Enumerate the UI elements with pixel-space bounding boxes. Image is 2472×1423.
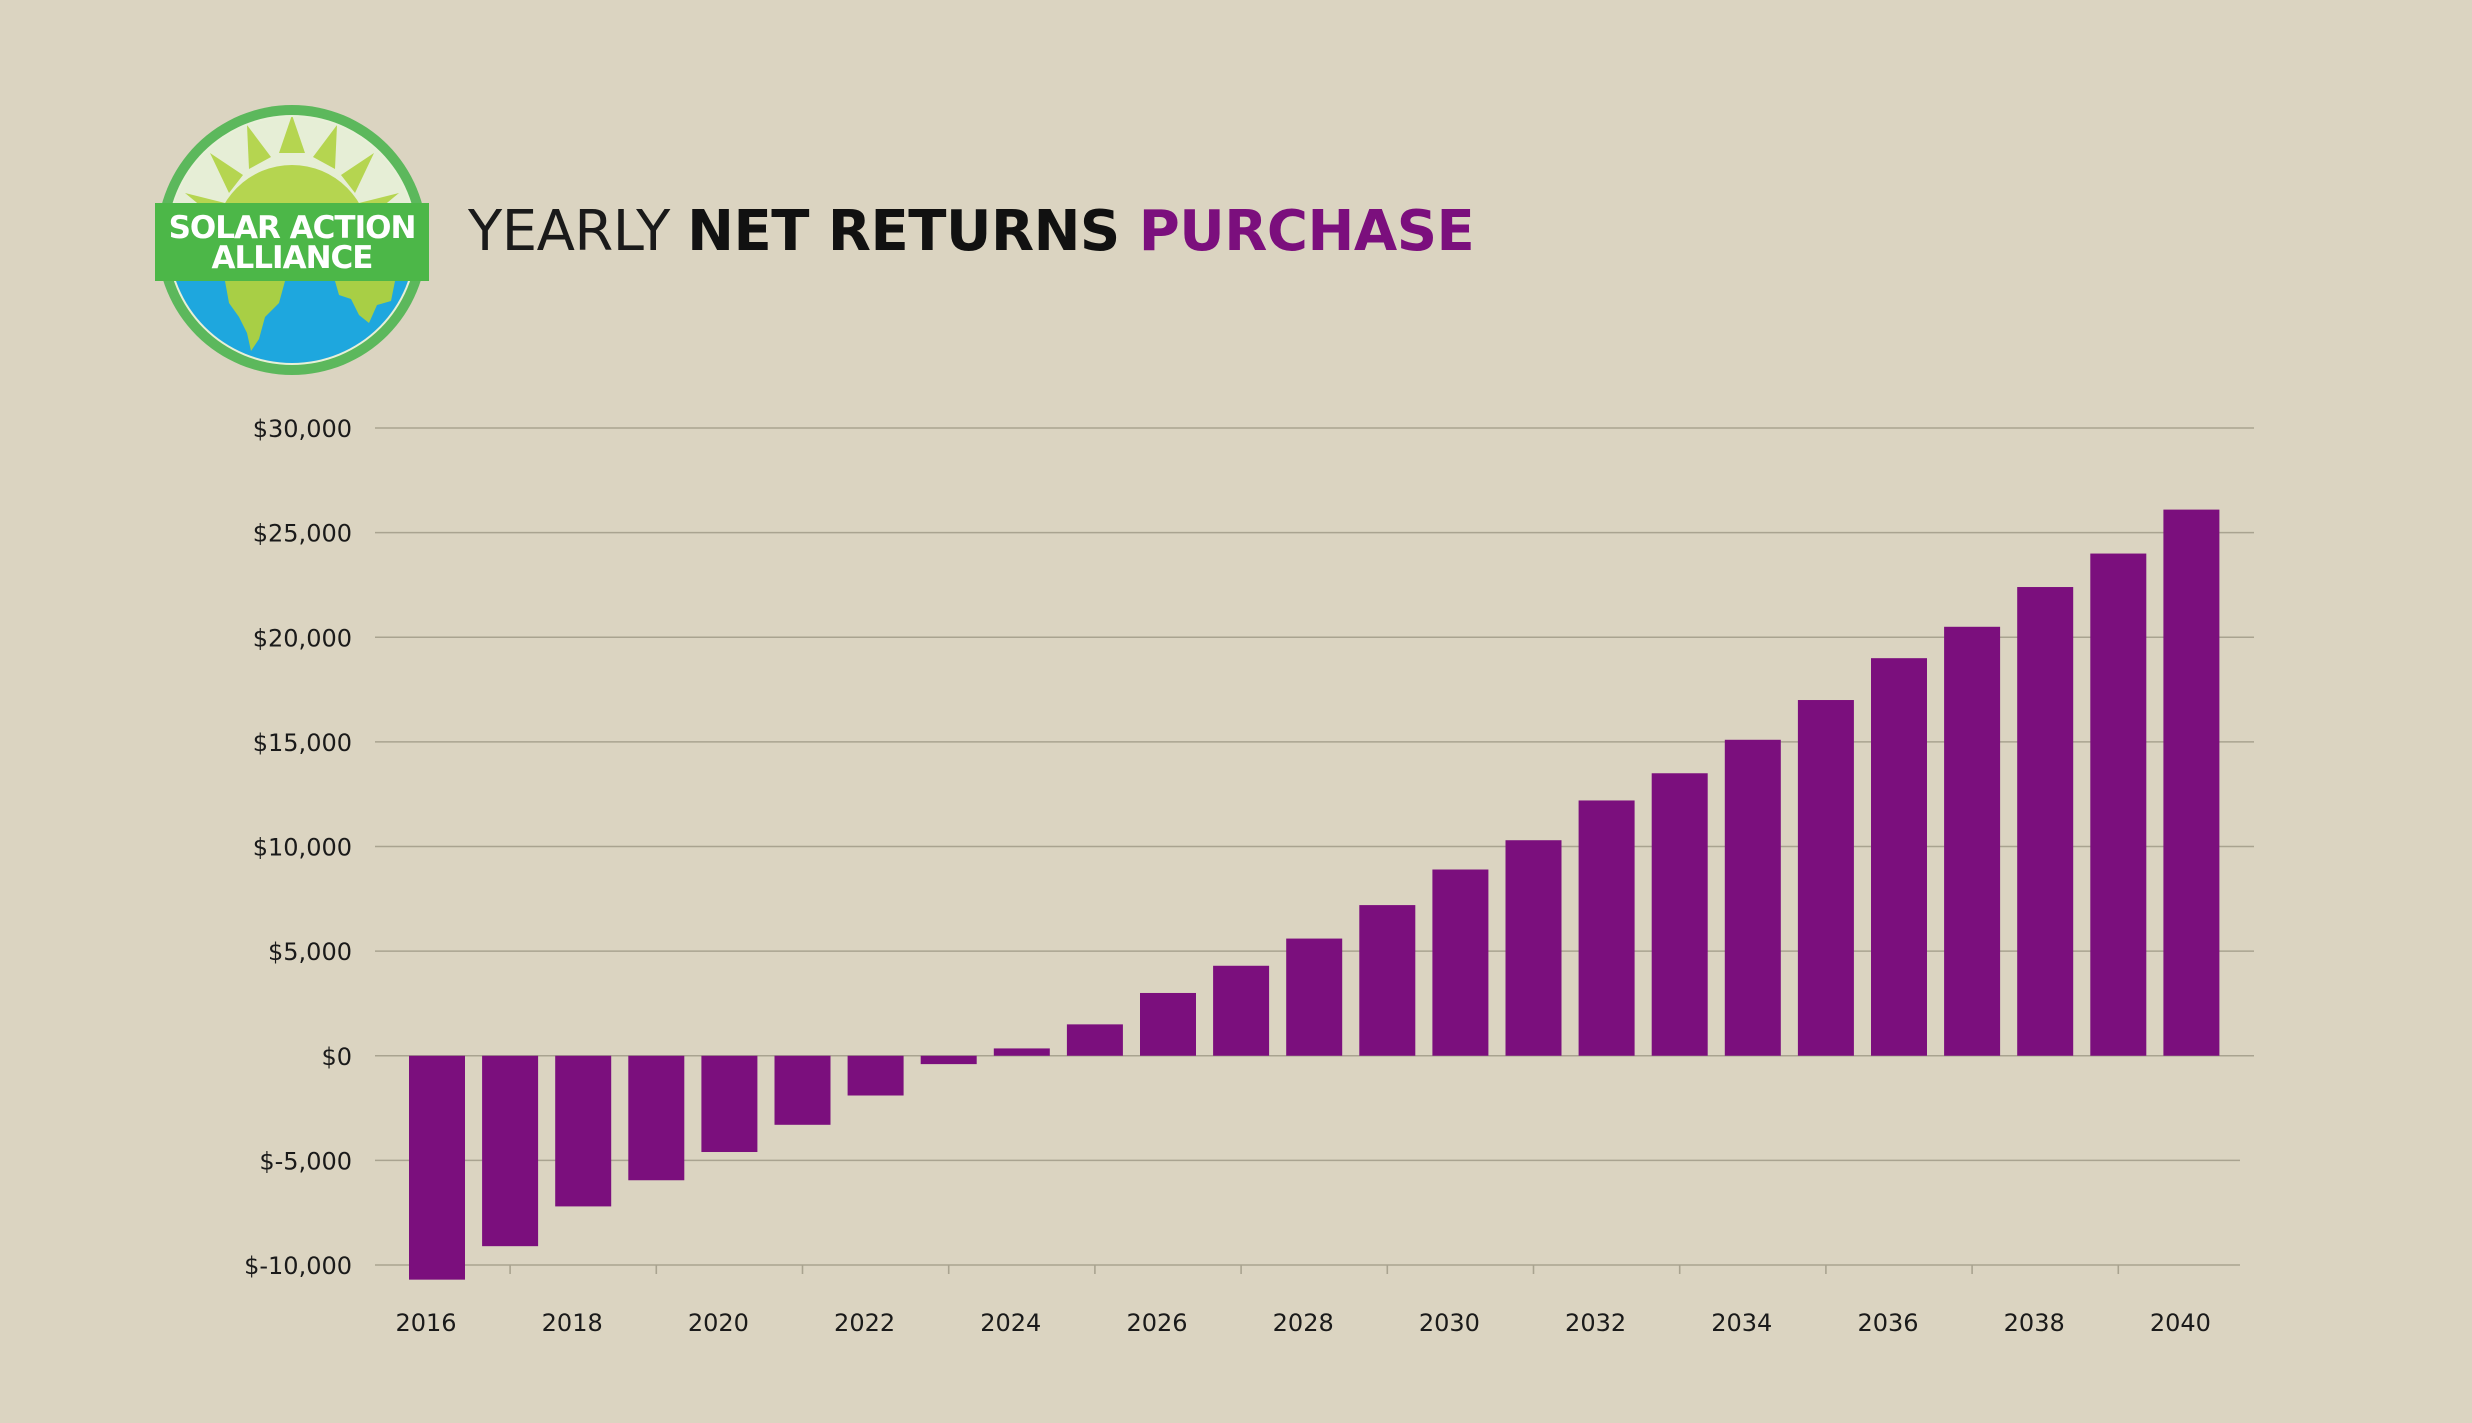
- y-tick-label: $15,000: [253, 729, 352, 757]
- bar-2040: [2163, 509, 2220, 1056]
- x-axis-ticks: [509, 1265, 2120, 1274]
- bar-2035: [1797, 700, 1854, 1056]
- bar-2019: [628, 1055, 685, 1181]
- y-tick-label: $-10,000: [244, 1252, 352, 1280]
- bar-2021: [774, 1055, 831, 1125]
- x-tick-label: 2026: [1126, 1309, 1187, 1337]
- x-tick-label: 2034: [1711, 1309, 1772, 1337]
- y-tick-label: $30,000: [253, 415, 352, 443]
- bar-2030: [1432, 869, 1489, 1056]
- x-axis-labels: 2016 2018 2020 2022 2024 2026 2028 2030 2032 2034…: [395, 1309, 2210, 1337]
- y-tick-label: $20,000: [253, 624, 352, 652]
- y-axis-labels: $30,000 $25,000 $20,000 $15,000 $10,000 $5,00…: [244, 415, 352, 1280]
- bar-2016: [409, 1055, 465, 1280]
- bar-2036: [1871, 658, 1927, 1056]
- bar-2038: [2017, 587, 2074, 1056]
- bar-2020: [701, 1055, 758, 1153]
- x-tick-label: 2036: [1857, 1309, 1918, 1337]
- bar-2029: [1359, 905, 1416, 1056]
- chart-title: YEARLY NET RETURNS PURCHASE: [468, 196, 1475, 268]
- bar-2023: [920, 1055, 977, 1065]
- bar-2028: [1286, 938, 1343, 1056]
- y-tick-label: $0: [321, 1043, 352, 1071]
- x-tick-label: 2028: [1273, 1309, 1334, 1337]
- logo-line1: SOLAR ACTION: [169, 210, 416, 246]
- bar-2018: [555, 1055, 612, 1207]
- bar-2024: [993, 1048, 1050, 1056]
- x-tick-label: 2040: [2150, 1309, 2211, 1337]
- y-tick-label: $5,000: [268, 938, 352, 966]
- x-tick-label: 2020: [688, 1309, 749, 1337]
- x-tick-label: 2030: [1419, 1309, 1480, 1337]
- bar-2034: [1724, 739, 1781, 1056]
- solar-action-alliance-logo: SOLAR ACTION ALLIANCE: [155, 105, 429, 375]
- logo-line2: ALLIANCE: [212, 240, 373, 276]
- bar-2039: [2090, 553, 2147, 1056]
- x-tick-label: 2024: [980, 1309, 1041, 1337]
- globe-land-icon: [225, 281, 395, 351]
- x-tick-label: 2038: [2004, 1309, 2065, 1337]
- logo-band: [155, 203, 429, 281]
- x-tick-label: 2016: [395, 1309, 456, 1337]
- title-part-net-returns: NET RETURNS: [687, 199, 1139, 264]
- x-tick-label: 2032: [1565, 1309, 1626, 1337]
- bar-2025: [1066, 1024, 1123, 1056]
- y-tick-label: $25,000: [253, 520, 352, 548]
- y-tick-label: $-5,000: [259, 1147, 352, 1175]
- bar-2031: [1505, 840, 1562, 1056]
- bars: [409, 509, 2220, 1280]
- title-part-yearly: YEARLY: [468, 199, 688, 264]
- bar-2017: [482, 1055, 539, 1247]
- grid-lines: [375, 427, 2254, 1266]
- bar-2037: [1944, 626, 2001, 1056]
- x-tick-label: 2018: [542, 1309, 603, 1337]
- x-tick-label: 2022: [834, 1309, 895, 1337]
- bar-2033: [1651, 773, 1708, 1056]
- bar-2022: [847, 1055, 904, 1096]
- y-tick-label: $10,000: [253, 834, 352, 862]
- title-part-purchase: PURCHASE: [1138, 199, 1475, 264]
- bar-2027: [1213, 965, 1270, 1056]
- bar-2026: [1140, 992, 1196, 1056]
- bar-2032: [1578, 800, 1635, 1056]
